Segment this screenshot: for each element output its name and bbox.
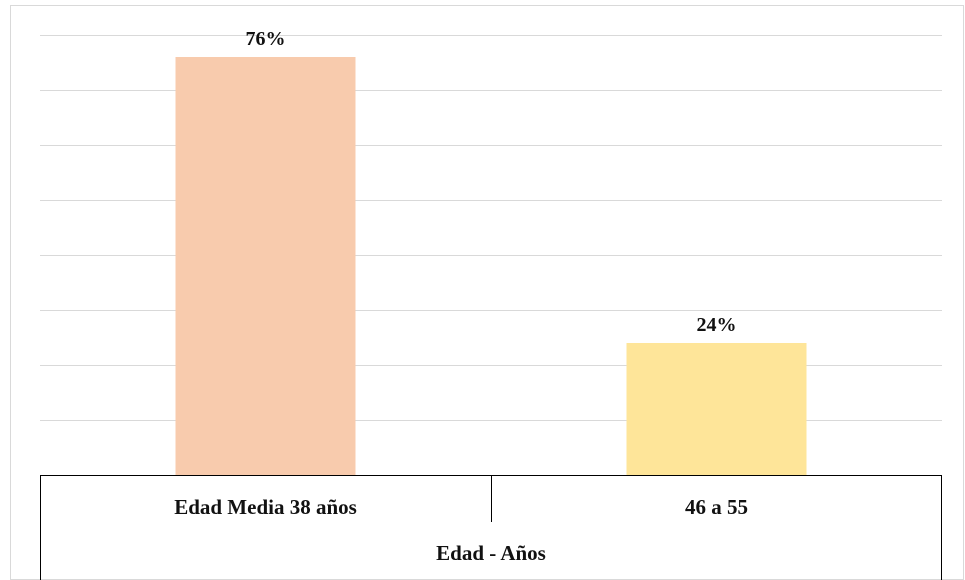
bars <box>175 57 807 475</box>
bar-2 <box>626 343 807 475</box>
data-label-1: 76% <box>246 28 286 50</box>
bar-1 <box>175 57 356 475</box>
category-axis: Edad Media 38 años 46 a 55 Edad - Años <box>40 475 942 580</box>
data-label-2: 24% <box>697 314 737 336</box>
chart-border <box>10 5 964 580</box>
category-label-1: Edad Media 38 años <box>174 495 357 519</box>
data-labels: 76% 24% <box>246 28 737 336</box>
category-group-label: Edad - Años <box>436 541 546 565</box>
category-label-2: 46 a 55 <box>685 495 748 519</box>
